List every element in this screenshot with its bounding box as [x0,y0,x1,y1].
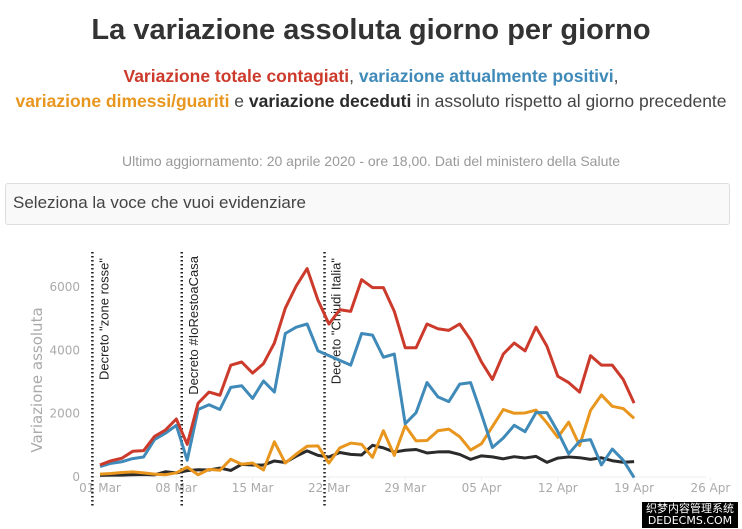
x-tick-label: 26 Apr [690,481,730,495]
subtitle-sep: , [613,66,619,86]
watermark-line1: 织梦内容管理系统 [646,502,734,515]
x-tick-label: 19 Apr [614,481,654,495]
highlight-selector[interactable]: Seleziona la voce che vuoi evidenziare [5,183,730,225]
page-title: La variazione assoluta giorno per giorno [91,14,651,46]
y-axis-label: Variazione assoluta [28,307,46,452]
line-chart: 0 2000 4000 6000 01 Mar 08 Mar 15 Mar 22 Mar 29 … [28,252,730,508]
legend-deceduti: variazione deceduti [248,91,412,111]
watermark: 织梦内容管理系统 DEDECMS.COM [642,502,738,528]
y-tick-label: 4000 [49,343,80,357]
x-tick-label: 05 Apr [462,481,502,495]
update-note: Ultimo aggiornamento: 20 aprile 2020 - o… [121,153,621,169]
series-line [99,322,636,479]
x-tick-label: 12 Apr [538,481,578,495]
series-line [99,267,636,467]
event-label: Decreto #IoRestoaCasa [186,255,201,395]
subtitle-sep: e [229,91,249,111]
legend-positivi: variazione attualmente positivi [358,66,614,86]
y-tick-label: 6000 [49,280,80,294]
y-tick-label: 0 [72,470,80,484]
x-tick-label: 01 Mar [79,481,121,495]
legend-total: Variazione totale contagiati [123,66,350,86]
x-tick-label: 22 Mar [308,481,350,495]
event-label: Decreto "Chiudi Italia" [329,258,344,385]
y-tick-label: 2000 [49,407,80,421]
subtitle-tail: in assoluto rispetto al giorno precedent… [411,91,727,111]
series-line [99,393,636,477]
legend-dimessi: variazione dimessi/guariti [15,91,230,111]
x-tick-label: 08 Mar [155,481,197,495]
event-label: Decreto "zone rosse" [96,258,111,380]
x-tick-label: 29 Mar [384,481,426,495]
x-tick-label: 15 Mar [232,481,274,495]
subtitle: Variazione totale contagiati, variazione… [4,64,738,114]
watermark-line2: DEDECMS.COM [647,514,733,527]
subtitle-sep: , [349,66,359,86]
